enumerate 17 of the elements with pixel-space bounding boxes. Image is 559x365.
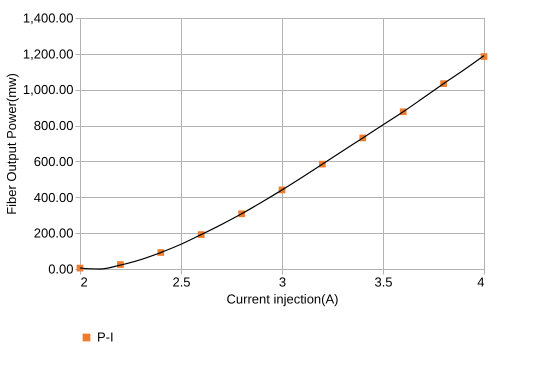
x-tick-label: 3.5 xyxy=(374,274,393,290)
y-tick-label: 1,000.00 xyxy=(22,82,74,98)
y-axis-title: Fiber Output Power(mw) xyxy=(4,73,19,215)
y-tick-label: 400.00 xyxy=(34,190,74,205)
x-tick-label: 2 xyxy=(80,274,88,290)
x-axis-title: Current injection(A) xyxy=(226,292,338,306)
y-tick-label: 600.00 xyxy=(34,154,74,169)
y-tick-label: 1,200.00 xyxy=(22,46,74,62)
x-tick-label: 4 xyxy=(477,274,484,290)
point xyxy=(76,264,84,272)
y-tick-label: 0.00 xyxy=(48,262,74,276)
y-tick-label: 1,400.00 xyxy=(22,10,74,26)
legend-label: P-I xyxy=(97,330,114,344)
y-tick-label: 800.00 xyxy=(34,118,74,134)
x-tick-label: 2.5 xyxy=(172,274,191,290)
x-tick-label: 3 xyxy=(278,274,286,290)
y-tick-label: 200.00 xyxy=(34,226,74,241)
